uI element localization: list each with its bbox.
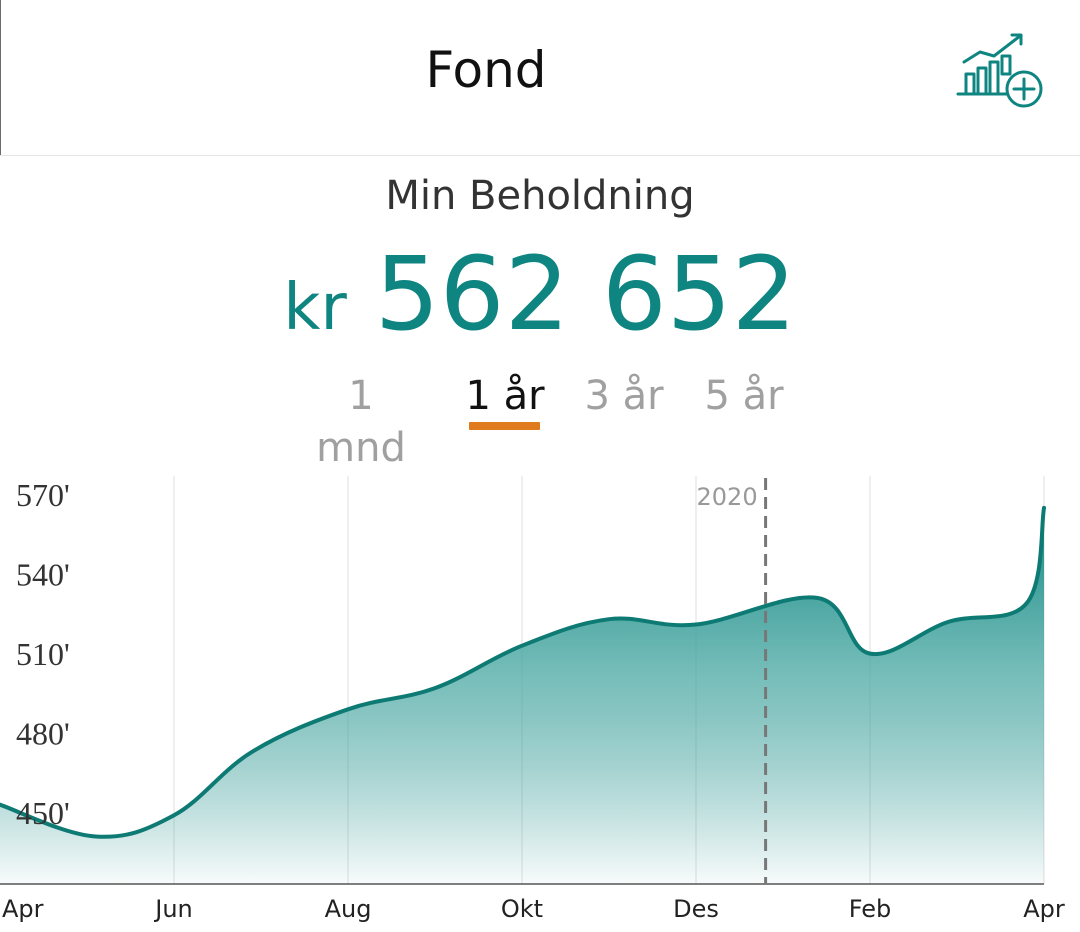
app-header: Fond xyxy=(0,0,1080,156)
amount-value: 562 652 xyxy=(374,235,797,354)
x-tick-label: Des xyxy=(673,895,719,923)
add-fund-button[interactable] xyxy=(950,26,1050,116)
holding-label: Min Beholdning xyxy=(385,173,695,219)
x-tick-label: Jun xyxy=(153,895,193,923)
holding-amount: kr 562 652 xyxy=(0,236,1080,383)
x-tick-label: Aug xyxy=(325,895,372,923)
x-tick-label: Apr xyxy=(2,895,44,923)
page-title: Fond xyxy=(425,41,547,99)
window-edge xyxy=(0,0,1,155)
period-tab-1ar[interactable]: 1 år xyxy=(465,373,545,419)
y-tick-label: 480' xyxy=(16,716,70,752)
x-tick-label: Feb xyxy=(849,895,892,923)
period-tab-1mnd[interactable]: 1 mnd xyxy=(316,373,406,471)
period-selector: 1 mnd 1 år 3 år 5 år xyxy=(0,370,1080,471)
y-tick-label: 450' xyxy=(16,795,70,831)
y-tick-label: 570' xyxy=(16,477,70,513)
period-tab-3ar[interactable]: 3 år xyxy=(584,373,664,419)
currency-label: kr xyxy=(283,271,347,345)
holding-chart[interactable]: 570' 540' 510' 480' 450' Apr Jun Aug Okt Des Feb A… xyxy=(0,470,1080,932)
x-tick-label: Apr xyxy=(1023,895,1065,923)
active-period-underline xyxy=(469,422,540,430)
y-tick-label: 540' xyxy=(16,557,70,593)
period-tab-5ar[interactable]: 5 år xyxy=(704,373,784,419)
year-marker-label: 2020 xyxy=(697,483,758,511)
chart-series-line xyxy=(0,505,1046,839)
chart-plus-icon xyxy=(956,33,1043,108)
x-tick-label: Okt xyxy=(501,895,543,923)
y-tick-label: 510' xyxy=(16,636,70,672)
chart-canvas: 570' 540' 510' 480' 450' Apr Jun Aug Okt Des Feb A… xyxy=(0,476,1065,923)
